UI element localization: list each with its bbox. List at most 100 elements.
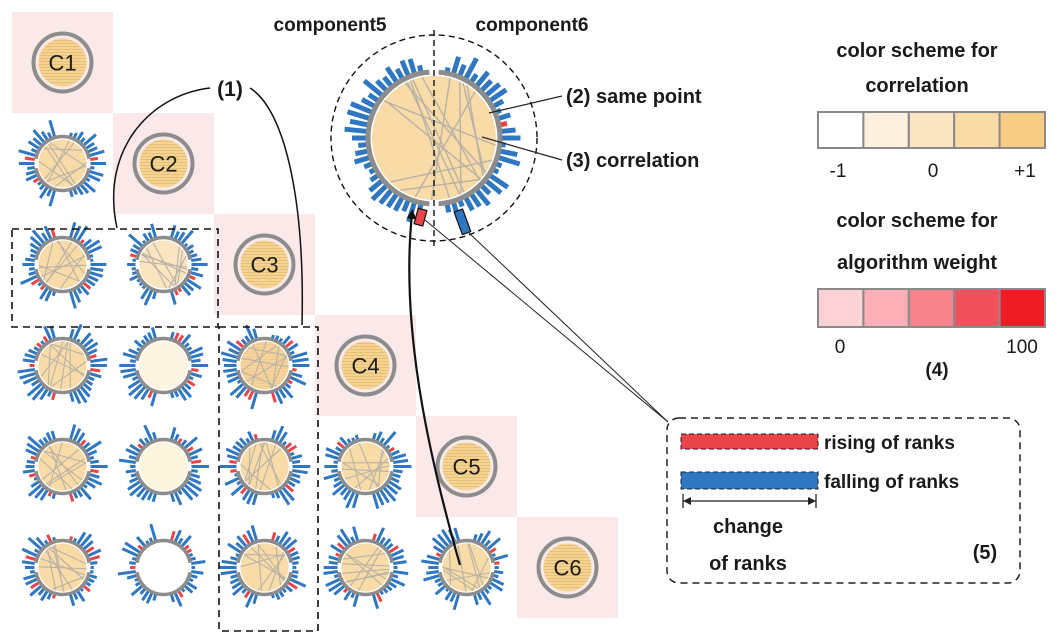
falling-bar-mark <box>27 536 43 551</box>
falling-bar-mark <box>476 592 483 601</box>
rising-bar-mark <box>287 581 298 590</box>
falling-bar-mark <box>28 270 37 276</box>
correlation-line <box>345 553 383 586</box>
falling-bar-mark <box>476 532 484 543</box>
diagonal-disk <box>442 442 491 491</box>
falling-bar-mark <box>252 328 259 340</box>
glyph-disk <box>341 543 390 592</box>
falling-bar-mark <box>169 290 177 305</box>
falling-bar-mark <box>79 284 90 296</box>
falling-bar-mark <box>183 281 195 292</box>
falling-bar-mark <box>292 561 299 565</box>
ring-arc <box>34 268 91 294</box>
falling-bar-mark <box>120 368 136 374</box>
falling-bar-mark <box>469 192 482 208</box>
glyph-disk <box>240 543 289 592</box>
falling-bar-mark <box>72 491 79 499</box>
falling-bar-mark <box>484 82 502 98</box>
falling-rank-label: falling of ranks <box>824 472 959 493</box>
falling-bar-mark <box>332 480 343 489</box>
falling-bar-mark <box>143 334 150 343</box>
correlation-line <box>358 549 382 591</box>
falling-bar-mark <box>391 573 399 579</box>
falling-bar-mark <box>339 528 352 545</box>
falling-bar-mark <box>479 79 493 93</box>
falling-bar-mark <box>129 476 139 484</box>
falling-bar-mark <box>130 248 139 255</box>
diagonal-ring <box>435 435 498 498</box>
rank-legend-box <box>666 417 1021 584</box>
ring-arc <box>34 369 91 395</box>
falling-bar-mark <box>140 489 150 501</box>
falling-bar-mark <box>292 570 299 574</box>
falling-bar-mark <box>31 229 46 245</box>
falling-bar-mark <box>235 541 245 551</box>
falling-bar-mark <box>431 537 447 551</box>
glyph <box>119 327 209 407</box>
falling-bar-mark <box>25 577 38 586</box>
correlation-swatch-2 <box>907 111 956 149</box>
rising-bar-mark <box>253 433 259 441</box>
correlation-line <box>47 462 87 486</box>
correlation-line <box>51 343 85 356</box>
diagonal-label-c5: C5 <box>452 455 480 480</box>
falling-bar-mark <box>488 173 510 190</box>
falling-bar-mark <box>125 448 139 457</box>
falling-bar-mark <box>186 278 202 290</box>
falling-bar-mark <box>407 58 417 75</box>
falling-bar-mark <box>330 543 343 554</box>
rising-bar-mark <box>24 156 35 161</box>
rising-bar-mark <box>39 284 46 291</box>
marker-5: (5) <box>973 542 997 564</box>
falling-bar-mark <box>375 431 383 442</box>
rising-bar-mark <box>137 443 144 450</box>
diagonal-disk <box>341 341 390 390</box>
falling-bar-mark <box>379 536 386 545</box>
falling-bar-mark <box>128 233 144 248</box>
falling-bar-mark <box>133 339 144 349</box>
falling-bar-mark <box>437 581 444 587</box>
rising-bar-mark <box>435 552 442 558</box>
falling-bar-mark <box>27 166 35 171</box>
correlation-line <box>248 447 251 485</box>
diagonal-glyph: C2 <box>132 132 195 195</box>
diagonal-ring <box>233 233 296 296</box>
rising-bar-mark <box>229 459 237 464</box>
falling-bar-mark <box>328 581 343 593</box>
falling-bar-mark <box>177 489 183 496</box>
falling-bar-mark <box>186 480 203 493</box>
falling-bar-mark <box>323 570 338 576</box>
falling-bar-mark <box>240 338 248 346</box>
correlation-line <box>468 543 484 586</box>
falling-bar-mark <box>274 390 284 405</box>
falling-bar-mark <box>90 267 104 272</box>
falling-bar-mark <box>333 584 346 596</box>
falling-bar-mark <box>173 592 183 607</box>
falling-bar-mark <box>497 155 521 167</box>
correlation-line <box>255 442 264 489</box>
falling-bar-mark <box>128 382 144 397</box>
falling-bar-mark <box>180 333 192 346</box>
falling-bar-mark <box>328 560 338 565</box>
falling-bar-mark <box>189 454 199 461</box>
correlation-line <box>409 80 451 199</box>
falling-bar-mark <box>22 469 35 474</box>
falling-bar-mark <box>379 437 385 444</box>
falling-bar-mark <box>223 368 237 373</box>
falling-bar-mark <box>17 368 35 374</box>
falling-bar-mark <box>278 530 289 545</box>
falling-bar-mark <box>173 433 180 442</box>
correlation-line <box>46 165 87 182</box>
falling-bar-mark <box>335 446 343 453</box>
falling-bar-mark <box>126 573 138 580</box>
rising-bar-mark <box>46 534 53 543</box>
correlation-line <box>341 468 390 472</box>
ring-arc <box>337 437 394 463</box>
falling-bar-mark <box>274 535 281 543</box>
glyph <box>22 424 108 503</box>
falling-bar-mark <box>169 391 175 399</box>
rising-bar-mark <box>284 340 294 349</box>
falling-bar-mark <box>43 325 53 341</box>
falling-bar-mark <box>43 225 53 240</box>
falling-bar-mark <box>177 537 184 545</box>
